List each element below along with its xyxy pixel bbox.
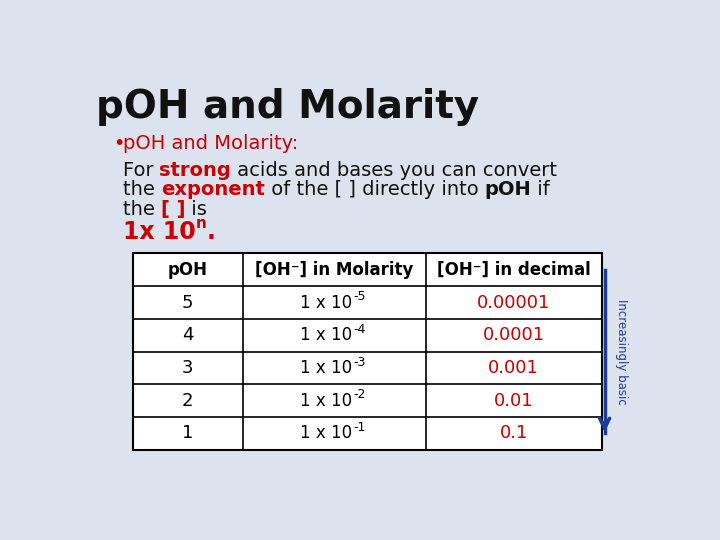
Text: if: if	[531, 180, 550, 199]
Text: For: For	[122, 161, 159, 180]
Text: pOH: pOH	[168, 261, 207, 279]
Bar	[132, 253, 601, 450]
Text: is: is	[185, 200, 207, 219]
Text: -1: -1	[354, 421, 366, 434]
Text: n: n	[195, 217, 206, 232]
Text: -2: -2	[354, 388, 366, 401]
Text: 0.00001: 0.00001	[477, 294, 550, 312]
Text: 2: 2	[182, 392, 194, 410]
Text: -5: -5	[354, 290, 366, 303]
Text: 3: 3	[182, 359, 194, 377]
Text: [OH⁻] in decimal: [OH⁻] in decimal	[437, 261, 590, 279]
Text: 1 x 10: 1 x 10	[300, 359, 353, 377]
Text: pOH and Molarity: pOH and Molarity	[96, 88, 480, 126]
Text: the: the	[122, 180, 161, 199]
Text: acids and bases you can convert: acids and bases you can convert	[231, 161, 557, 180]
Text: -4: -4	[354, 323, 366, 336]
Text: 1 x 10: 1 x 10	[300, 424, 353, 442]
Text: strong: strong	[159, 161, 231, 180]
Text: pOH and Molarity:: pOH and Molarity:	[122, 134, 298, 153]
Text: •: •	[113, 134, 125, 153]
Text: of the [ ] directly into: of the [ ] directly into	[264, 180, 485, 199]
Text: exponent: exponent	[161, 180, 264, 199]
Text: [ ]: [ ]	[161, 200, 185, 219]
Text: 1 x 10: 1 x 10	[300, 326, 353, 345]
Text: .: .	[206, 220, 215, 244]
Text: Increasingly basic: Increasingly basic	[616, 299, 629, 404]
Text: pOH: pOH	[485, 180, 531, 199]
Text: 1 x 10: 1 x 10	[300, 392, 353, 410]
Text: 0.001: 0.001	[488, 359, 539, 377]
Text: 0.01: 0.01	[494, 392, 534, 410]
Text: 0.1: 0.1	[500, 424, 528, 442]
Text: -3: -3	[354, 356, 366, 369]
Text: 0.0001: 0.0001	[482, 326, 544, 345]
Text: 1: 1	[182, 424, 194, 442]
Text: the: the	[122, 200, 161, 219]
Text: 4: 4	[182, 326, 194, 345]
Text: 1 x 10: 1 x 10	[300, 294, 353, 312]
Text: 5: 5	[182, 294, 194, 312]
Text: [OH⁻] in Molarity: [OH⁻] in Molarity	[255, 261, 413, 279]
Text: 1x 10: 1x 10	[122, 220, 195, 244]
